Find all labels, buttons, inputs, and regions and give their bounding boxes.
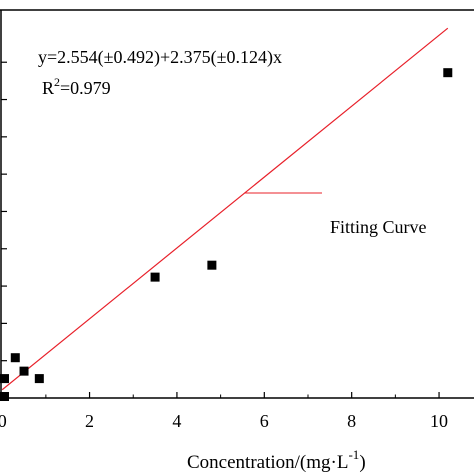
data-point (10, 353, 20, 363)
plot-area: 0 2 4 6 8 10 (0, 9, 474, 431)
x-axis-title: Concentration/(mg·L-1) (187, 447, 366, 473)
x-tick-label: 8 (347, 411, 356, 431)
x-tick-label: 2 (85, 411, 94, 431)
x-tick-label: 0 (0, 411, 7, 431)
data-point (19, 366, 29, 376)
x-tick-label: 4 (172, 411, 181, 431)
data-point (34, 374, 44, 384)
fitting-curve-legend-label: Fitting Curve (330, 217, 427, 237)
fitting-curve-line (1, 27, 449, 391)
data-point (207, 260, 217, 270)
x-tick-label: 6 (260, 411, 269, 431)
x-tick-label: 10 (430, 411, 448, 431)
data-point (0, 374, 9, 384)
fit-equation: y=2.554(±0.492)+2.375(±0.124)x (38, 47, 282, 68)
r-squared-label: R2=0.979 (42, 75, 111, 98)
data-point (150, 272, 160, 282)
data-point (443, 68, 453, 78)
data-point (0, 392, 9, 402)
